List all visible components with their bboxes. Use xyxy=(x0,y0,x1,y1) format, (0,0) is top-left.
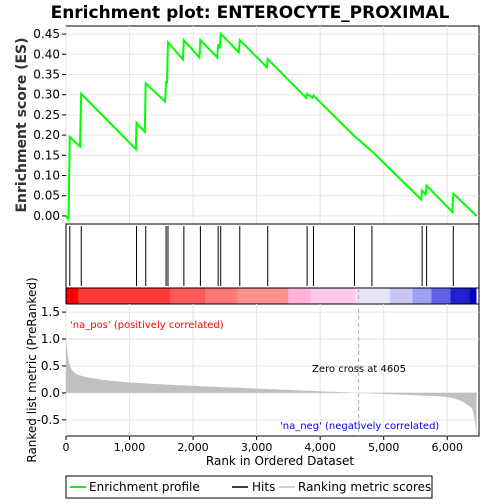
metric-panel-frame xyxy=(65,303,480,437)
es-y-tick-label: 0.40 xyxy=(33,47,60,61)
es-y-tick-label: 0.00 xyxy=(33,209,60,223)
ranking-heat-bar xyxy=(66,288,477,304)
x-tick-label: 6,000 xyxy=(431,441,463,454)
es-y-axis-label: Enrichment score (ES) xyxy=(14,37,30,212)
heat-bar-segment xyxy=(205,288,238,304)
x-axis-label: Rank in Ordered Dataset xyxy=(206,454,354,468)
heat-bar-segment xyxy=(78,288,171,304)
es-y-tick-label: 0.15 xyxy=(33,148,60,162)
es-y-tick-label: 0.35 xyxy=(33,67,60,81)
hits-markers xyxy=(69,226,454,286)
heat-bar-segment xyxy=(390,288,413,304)
metric-y-axis: -0.5 0.0 0.5 1.0 1.5 xyxy=(37,305,66,427)
x-tick-label: 1,000 xyxy=(114,441,146,454)
x-tick-label: 5,000 xyxy=(368,441,400,454)
heat-bar-segment xyxy=(355,288,391,304)
positive-correlation-label: 'na_pos' (positively correlated) xyxy=(70,320,224,331)
x-tick-label: 0 xyxy=(63,441,70,454)
es-grid xyxy=(65,26,479,224)
es-y-tick-label: 0.05 xyxy=(33,189,60,203)
chart-title: Enrichment plot: ENTEROCYTE_PROXIMAL xyxy=(51,3,450,23)
metric-y-tick-label: 0.0 xyxy=(41,386,60,400)
es-y-tick-label: 0.30 xyxy=(33,88,60,102)
heat-bar-segment xyxy=(170,288,206,304)
legend-enrichment-label: Enrichment profile xyxy=(89,480,200,494)
metric-y-tick-label: 1.5 xyxy=(41,305,60,319)
heat-bar-segment xyxy=(66,288,79,304)
legend-metric-label: Ranking metric scores xyxy=(298,480,431,494)
heat-bar-segment xyxy=(431,288,451,304)
es-y-tick-label: 0.10 xyxy=(33,169,60,183)
x-axis: 0 1,000 2,000 3,000 4,000 5,000 6,000 xyxy=(63,436,463,454)
enrichment-profile-line xyxy=(65,31,478,223)
metric-y-tick-label: 1.0 xyxy=(41,332,60,346)
metric-y-axis-label: Ranked list metric (PreRanked) xyxy=(25,277,39,462)
heat-bar-segment xyxy=(288,288,311,304)
ranking-metric-area xyxy=(66,337,477,435)
legend-hits-label: Hits xyxy=(252,480,275,494)
negative-correlation-label: 'na_neg' (negatively correlated) xyxy=(280,421,439,432)
zero-cross-label: Zero cross at 4605 xyxy=(312,364,406,375)
heat-bar-segment xyxy=(237,288,289,304)
hits-panel-frame xyxy=(65,223,480,289)
es-y-tick-label: 0.25 xyxy=(33,108,60,122)
es-y-tick-label: 0.45 xyxy=(33,27,60,41)
heat-bar-segment xyxy=(412,288,432,304)
x-tick-label: 3,000 xyxy=(241,441,273,454)
heat-bar-segment xyxy=(469,288,477,304)
heat-bar-segment xyxy=(310,288,356,304)
legend-frame xyxy=(65,475,433,499)
x-tick-label: 2,000 xyxy=(177,441,209,454)
legend: Enrichment profile Hits Ranking metric s… xyxy=(65,475,433,499)
metric-y-tick-label: 0.5 xyxy=(41,359,60,373)
es-y-tick-label: 0.20 xyxy=(33,128,60,142)
es-y-axis: 0.00 0.05 0.10 0.15 0.20 0.25 0.30 0.35 0.40 0.45 xyxy=(33,27,66,223)
x-tick-label: 4,000 xyxy=(304,441,336,454)
heat-bar-segment xyxy=(450,288,470,304)
es-panel-frame xyxy=(65,25,480,225)
metric-y-tick-label: -0.5 xyxy=(37,413,60,427)
